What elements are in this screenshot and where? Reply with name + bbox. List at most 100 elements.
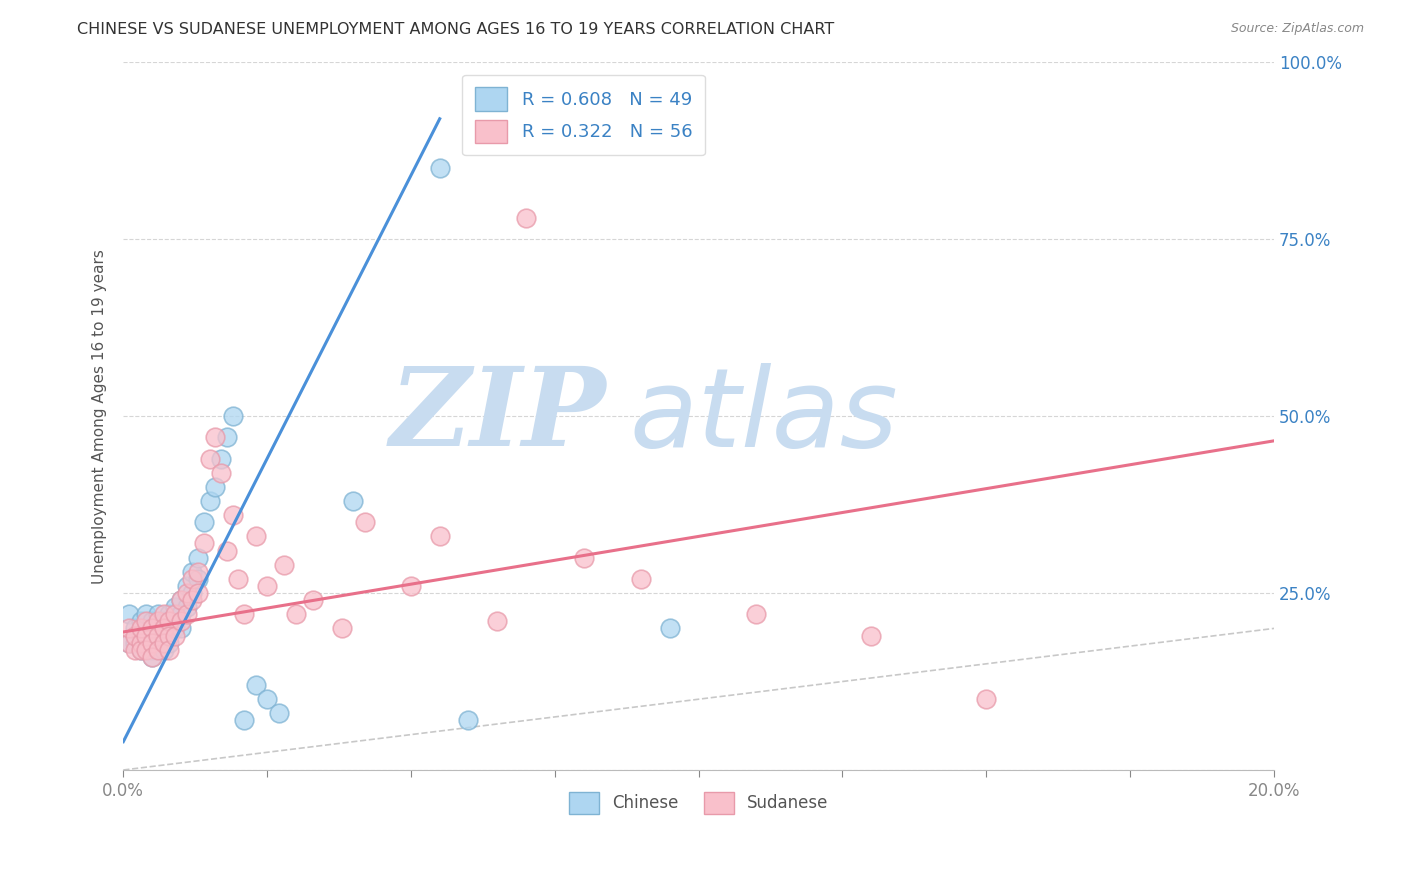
Point — [129, 642, 152, 657]
Point — [124, 628, 146, 642]
Point — [176, 600, 198, 615]
Point — [141, 635, 163, 649]
Point — [198, 451, 221, 466]
Point — [124, 635, 146, 649]
Point — [146, 635, 169, 649]
Point — [187, 550, 209, 565]
Point — [135, 642, 157, 657]
Point — [233, 714, 256, 728]
Point — [215, 543, 238, 558]
Point — [165, 600, 187, 615]
Point — [135, 635, 157, 649]
Point — [187, 586, 209, 600]
Text: Source: ZipAtlas.com: Source: ZipAtlas.com — [1230, 22, 1364, 36]
Point — [198, 494, 221, 508]
Point — [204, 480, 226, 494]
Point — [129, 628, 152, 642]
Point — [157, 628, 180, 642]
Point — [745, 607, 768, 622]
Legend: Chinese, Sudanese: Chinese, Sudanese — [557, 780, 839, 825]
Point — [181, 586, 204, 600]
Point — [157, 607, 180, 622]
Point — [209, 451, 232, 466]
Point — [146, 628, 169, 642]
Point — [429, 161, 451, 176]
Point — [146, 607, 169, 622]
Text: ZIP: ZIP — [389, 362, 606, 470]
Y-axis label: Unemployment Among Ages 16 to 19 years: Unemployment Among Ages 16 to 19 years — [93, 249, 107, 583]
Point — [152, 622, 174, 636]
Point — [141, 649, 163, 664]
Point — [284, 607, 307, 622]
Text: atlas: atlas — [630, 362, 898, 469]
Point — [658, 622, 681, 636]
Point — [118, 622, 141, 636]
Point — [152, 628, 174, 642]
Point — [267, 706, 290, 721]
Point — [572, 550, 595, 565]
Point — [221, 409, 243, 423]
Point — [170, 593, 193, 607]
Point — [245, 529, 267, 543]
Point — [429, 529, 451, 543]
Point — [124, 622, 146, 636]
Point — [176, 579, 198, 593]
Point — [135, 622, 157, 636]
Point — [157, 622, 180, 636]
Point — [181, 593, 204, 607]
Point — [165, 607, 187, 622]
Point — [187, 565, 209, 579]
Point — [256, 579, 278, 593]
Point — [176, 586, 198, 600]
Point — [354, 515, 377, 529]
Point — [193, 515, 215, 529]
Point — [228, 572, 250, 586]
Point — [118, 635, 141, 649]
Point — [141, 628, 163, 642]
Point — [256, 692, 278, 706]
Point — [152, 607, 174, 622]
Point — [245, 678, 267, 692]
Point — [157, 615, 180, 629]
Point — [118, 607, 141, 622]
Point — [221, 508, 243, 523]
Point — [170, 593, 193, 607]
Point — [165, 628, 187, 642]
Point — [330, 622, 353, 636]
Point — [457, 714, 479, 728]
Point — [399, 579, 422, 593]
Point — [302, 593, 325, 607]
Point — [129, 622, 152, 636]
Point — [181, 572, 204, 586]
Point — [146, 622, 169, 636]
Point — [146, 642, 169, 657]
Point — [170, 622, 193, 636]
Point — [124, 642, 146, 657]
Point — [860, 628, 883, 642]
Point — [209, 466, 232, 480]
Point — [129, 642, 152, 657]
Point — [152, 635, 174, 649]
Point — [141, 649, 163, 664]
Point — [141, 622, 163, 636]
Point — [630, 572, 652, 586]
Point — [193, 536, 215, 550]
Point — [152, 615, 174, 629]
Point — [342, 494, 364, 508]
Point — [118, 635, 141, 649]
Point — [135, 607, 157, 622]
Point — [170, 615, 193, 629]
Point — [165, 622, 187, 636]
Point — [129, 615, 152, 629]
Point — [152, 642, 174, 657]
Point — [515, 211, 537, 225]
Point — [273, 558, 295, 572]
Point — [176, 607, 198, 622]
Point — [486, 615, 509, 629]
Point — [152, 622, 174, 636]
Point — [157, 635, 180, 649]
Point — [135, 615, 157, 629]
Point — [157, 642, 180, 657]
Point — [141, 615, 163, 629]
Text: CHINESE VS SUDANESE UNEMPLOYMENT AMONG AGES 16 TO 19 YEARS CORRELATION CHART: CHINESE VS SUDANESE UNEMPLOYMENT AMONG A… — [77, 22, 835, 37]
